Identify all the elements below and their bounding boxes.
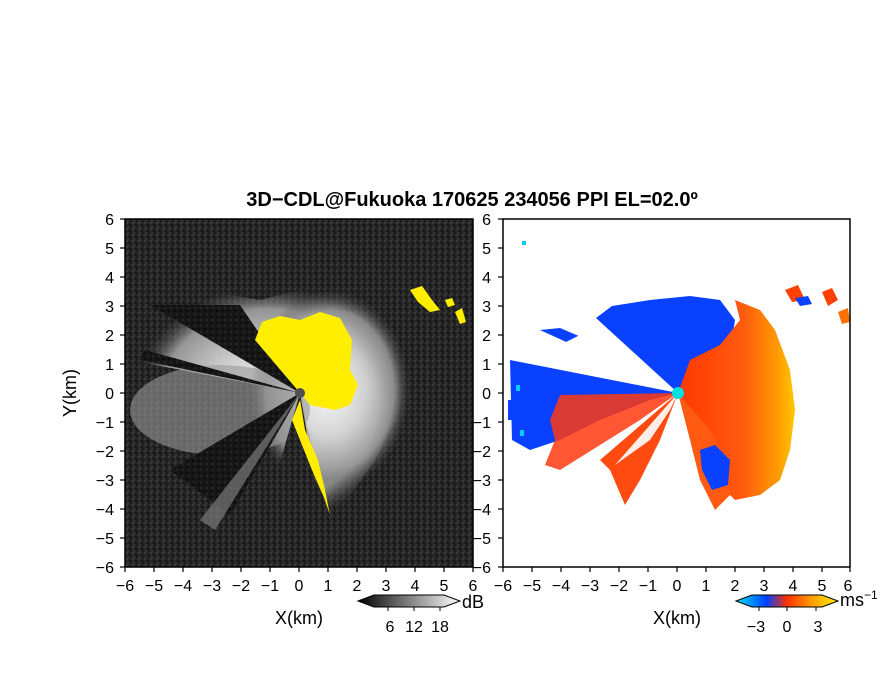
right-x-tick-label: −2 xyxy=(610,578,628,595)
right-x-tick-label: −5 xyxy=(523,578,541,595)
left-y-tick-label: −1 xyxy=(96,415,114,432)
velocity-colorbar: −3 0 3 ms−1 xyxy=(734,588,878,636)
right-y-tick-label: −3 xyxy=(473,473,491,490)
left-x-tick-label: −3 xyxy=(203,578,221,595)
velocity-colorbar-tick: −3 xyxy=(747,619,765,636)
intensity-colorbar-tick: 18 xyxy=(431,619,449,636)
velocity-colorbar-unit: ms−1 xyxy=(840,588,878,610)
left-y-axis xyxy=(120,218,125,568)
left-x-tick-label: 2 xyxy=(353,578,362,595)
left-x-tick-label: 3 xyxy=(382,578,391,595)
left-y-axis-label: Y(km) xyxy=(60,369,80,417)
velocity-colorbar-unit-exponent: −1 xyxy=(864,588,878,602)
right-y-tick-label: 1 xyxy=(482,357,491,374)
right-x-tick-label: −3 xyxy=(581,578,599,595)
right-x-tick-label: 6 xyxy=(844,578,853,595)
intensity-colorbar: 6 12 18 dB xyxy=(356,592,484,636)
left-y-tick-label: −4 xyxy=(96,502,114,519)
right-x-tick-label: 4 xyxy=(789,578,798,595)
left-y-tick-label: 5 xyxy=(105,241,114,258)
right-y-tick-label: −2 xyxy=(473,444,491,461)
right-y-tick-label: 5 xyxy=(482,241,491,258)
intensity-colorbar-tick: 6 xyxy=(386,619,395,636)
right-y-tick-label: −1 xyxy=(473,415,491,432)
right-x-axis xyxy=(502,567,851,572)
right-y-tick-label: 6 xyxy=(482,212,491,229)
right-x-tick-label: −6 xyxy=(494,578,512,595)
left-x-axis xyxy=(124,567,474,572)
left-x-tick-label: −1 xyxy=(261,578,279,595)
right-x-tick-label: −4 xyxy=(552,578,570,595)
left-y-tick-label: −6 xyxy=(96,560,114,577)
right-y-tick-label: −6 xyxy=(473,560,491,577)
right-x-tick-label: 3 xyxy=(760,578,769,595)
intensity-colorbar-unit: dB xyxy=(462,592,484,612)
left-x-tick-label: 6 xyxy=(469,578,478,595)
left-x-axis-label: X(km) xyxy=(275,608,323,628)
intensity-image xyxy=(125,219,473,567)
left-y-tick-label: 4 xyxy=(105,270,114,287)
right-y-tick-label: −4 xyxy=(473,502,491,519)
left-x-tick-label: 5 xyxy=(440,578,449,595)
velocity-colorbar-tick: 3 xyxy=(814,619,823,636)
left-x-tick-label: 4 xyxy=(411,578,420,595)
left-x-tick-label: −5 xyxy=(145,578,163,595)
left-y-tick-label: −5 xyxy=(96,531,114,548)
left-y-tick-label: −2 xyxy=(96,444,114,461)
right-x-tick-label: 1 xyxy=(702,578,711,595)
left-y-tick-label: 3 xyxy=(105,299,114,316)
right-y-tick-label: 0 xyxy=(482,386,491,403)
left-y-tick-label: 1 xyxy=(105,357,114,374)
right-x-tick-label: 5 xyxy=(818,578,827,595)
right-y-tick-label: 2 xyxy=(482,328,491,345)
chart-title: 3D−CDL@Fukuoka 170625 234056 PPI EL=02.0… xyxy=(246,189,698,211)
right-y-tick-label: 4 xyxy=(482,270,491,287)
velocity-image xyxy=(508,241,850,567)
left-x-tick-label: −4 xyxy=(174,578,192,595)
left-y-tick-label: 0 xyxy=(105,386,114,403)
intensity-colorbar-tick: 12 xyxy=(405,619,423,636)
right-x-tick-label: 2 xyxy=(731,578,740,595)
left-y-tick-label: −3 xyxy=(96,473,114,490)
right-x-tick-label: 0 xyxy=(673,578,682,595)
right-x-axis-label: X(km) xyxy=(653,608,701,628)
right-y-tick-label: −5 xyxy=(473,531,491,548)
left-x-tick-label: 1 xyxy=(324,578,333,595)
left-x-tick-label: −6 xyxy=(116,578,134,595)
left-panel: 6 5 4 3 2 1 0 −1 −2 −3 −4 −5 −6 Y(km) −6 xyxy=(60,212,484,636)
left-y-tick-label: 6 xyxy=(105,212,114,229)
velocity-colorbar-tick: 0 xyxy=(783,619,792,636)
left-x-tick-label: −2 xyxy=(232,578,250,595)
right-y-tick-label: 3 xyxy=(482,299,491,316)
left-x-tick-label: 0 xyxy=(295,578,304,595)
right-panel: 6 5 4 3 2 1 0 −1 −2 −3 −4 −5 −6 −6 −5 xyxy=(473,212,878,636)
right-x-tick-label: −1 xyxy=(639,578,657,595)
right-y-axis xyxy=(498,218,503,568)
left-y-tick-label: 2 xyxy=(105,328,114,345)
